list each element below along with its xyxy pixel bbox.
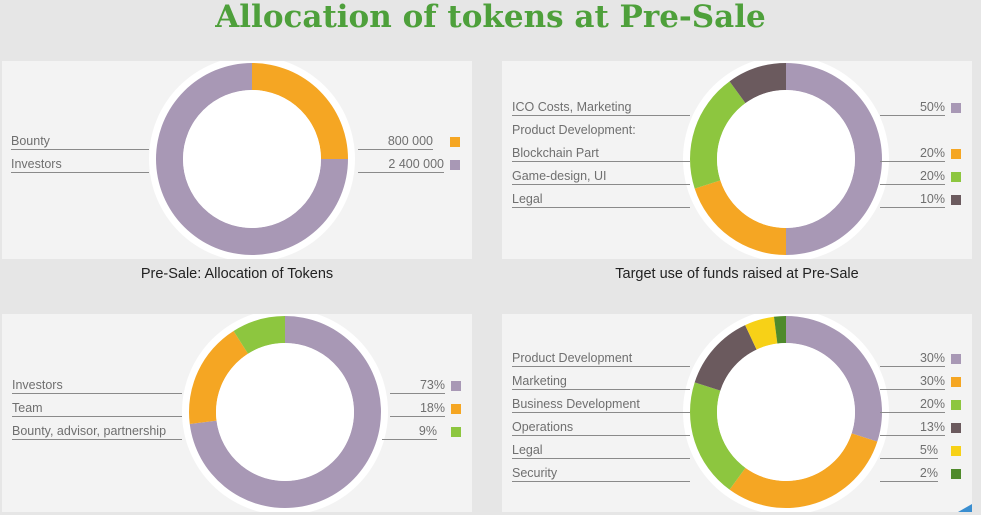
value-label: 18% xyxy=(390,401,445,417)
legend-swatch xyxy=(951,377,961,387)
donut-chart xyxy=(149,61,355,259)
chart-panel-token-allocation: Bounty Investors 800 000 2 400 000 xyxy=(2,61,472,259)
legend-label: Legal xyxy=(512,443,690,459)
legend-swatch xyxy=(951,103,961,113)
donut-slice-bounty-advisor-partnership xyxy=(233,316,285,354)
value-label: 30% xyxy=(880,351,945,367)
legend-swatch xyxy=(951,400,961,410)
value-label: 20% xyxy=(880,146,945,162)
chart-caption: Target use of funds raised at Pre-Sale xyxy=(615,266,859,282)
value-label: 13% xyxy=(880,420,945,436)
legend-swatch xyxy=(451,427,461,437)
value-label: 9% xyxy=(382,424,437,440)
value-label: 20% xyxy=(880,169,945,185)
donut-chart xyxy=(683,314,889,512)
donut-slice-bounty xyxy=(252,63,348,159)
donut-chart xyxy=(182,314,388,512)
legend-label: Business Development xyxy=(512,397,690,413)
value-label: 73% xyxy=(390,378,445,394)
legend-swatch xyxy=(451,404,461,414)
donut-slice-business-development xyxy=(690,382,746,490)
legend-label: Investors xyxy=(11,157,149,173)
legend-label: Team xyxy=(12,401,182,417)
donut-slice-product-development xyxy=(786,316,882,442)
page-title: Allocation of tokens at Pre-Sale xyxy=(215,0,766,35)
value-label: 2 400 000 xyxy=(358,157,444,173)
legend-swatch xyxy=(951,469,961,479)
legend-swatch xyxy=(951,446,961,456)
value-label: 10% xyxy=(880,192,945,208)
legend-swatch xyxy=(951,423,961,433)
donut-chart xyxy=(683,61,889,259)
donut-hole xyxy=(216,343,354,481)
donut-slice-ico-costs-marketing xyxy=(786,63,882,255)
legend-swatch xyxy=(450,137,460,147)
donut-slice-legal xyxy=(745,316,778,350)
legend-label: Product Development xyxy=(512,351,690,367)
donut-slice-game-design-ui xyxy=(690,81,746,189)
donut-slice-team xyxy=(189,330,249,425)
legend-swatch xyxy=(951,195,961,205)
donut-slice-security xyxy=(773,316,786,344)
donut-slice-blockchain-part xyxy=(694,180,786,255)
legend-swatch xyxy=(951,149,961,159)
donut-slice-operations xyxy=(694,325,757,391)
legend-label: Investors xyxy=(12,378,182,394)
chart-panel-funds-use: ICO Costs, Marketing Product Development… xyxy=(502,61,972,259)
donut-hole xyxy=(183,90,321,228)
legend-swatch xyxy=(951,172,961,182)
legend-label: Blockchain Part xyxy=(512,146,690,162)
value-label: 30% xyxy=(880,374,945,390)
legend-label: Bounty xyxy=(11,134,149,150)
value-label: 5% xyxy=(880,443,938,459)
legend-swatch xyxy=(450,160,460,170)
legend-label: Operations xyxy=(512,420,690,436)
legend-swatch xyxy=(951,354,961,364)
chart-panel-allocation: Investors Team Bounty, advisor, partners… xyxy=(2,314,472,512)
legend-label: Game-design, UI xyxy=(512,169,690,185)
value-label: 800 000 xyxy=(358,134,433,150)
donut-hole xyxy=(717,90,855,228)
legend-label: Security xyxy=(512,466,690,482)
donut-slice-marketing xyxy=(729,433,878,508)
value-label: 50% xyxy=(880,100,945,116)
legend-label: Legal xyxy=(512,192,690,208)
chart-caption: Pre-Sale: Allocation of Tokens xyxy=(140,266,334,282)
legend-label: Marketing xyxy=(512,374,690,390)
value-label: 20% xyxy=(880,397,945,413)
chart-panel-budget: Product Development Marketing Business D… xyxy=(502,314,972,512)
donut-hole xyxy=(717,343,855,481)
corner-marker xyxy=(958,504,972,512)
legend-label: Bounty, advisor, partnership xyxy=(12,424,182,440)
value-label: 2% xyxy=(880,466,938,482)
legend-label: ICO Costs, Marketing xyxy=(512,100,690,116)
donut-slice-legal xyxy=(729,63,786,104)
legend-group-label: Product Development: xyxy=(512,123,636,137)
legend-swatch xyxy=(451,381,461,391)
